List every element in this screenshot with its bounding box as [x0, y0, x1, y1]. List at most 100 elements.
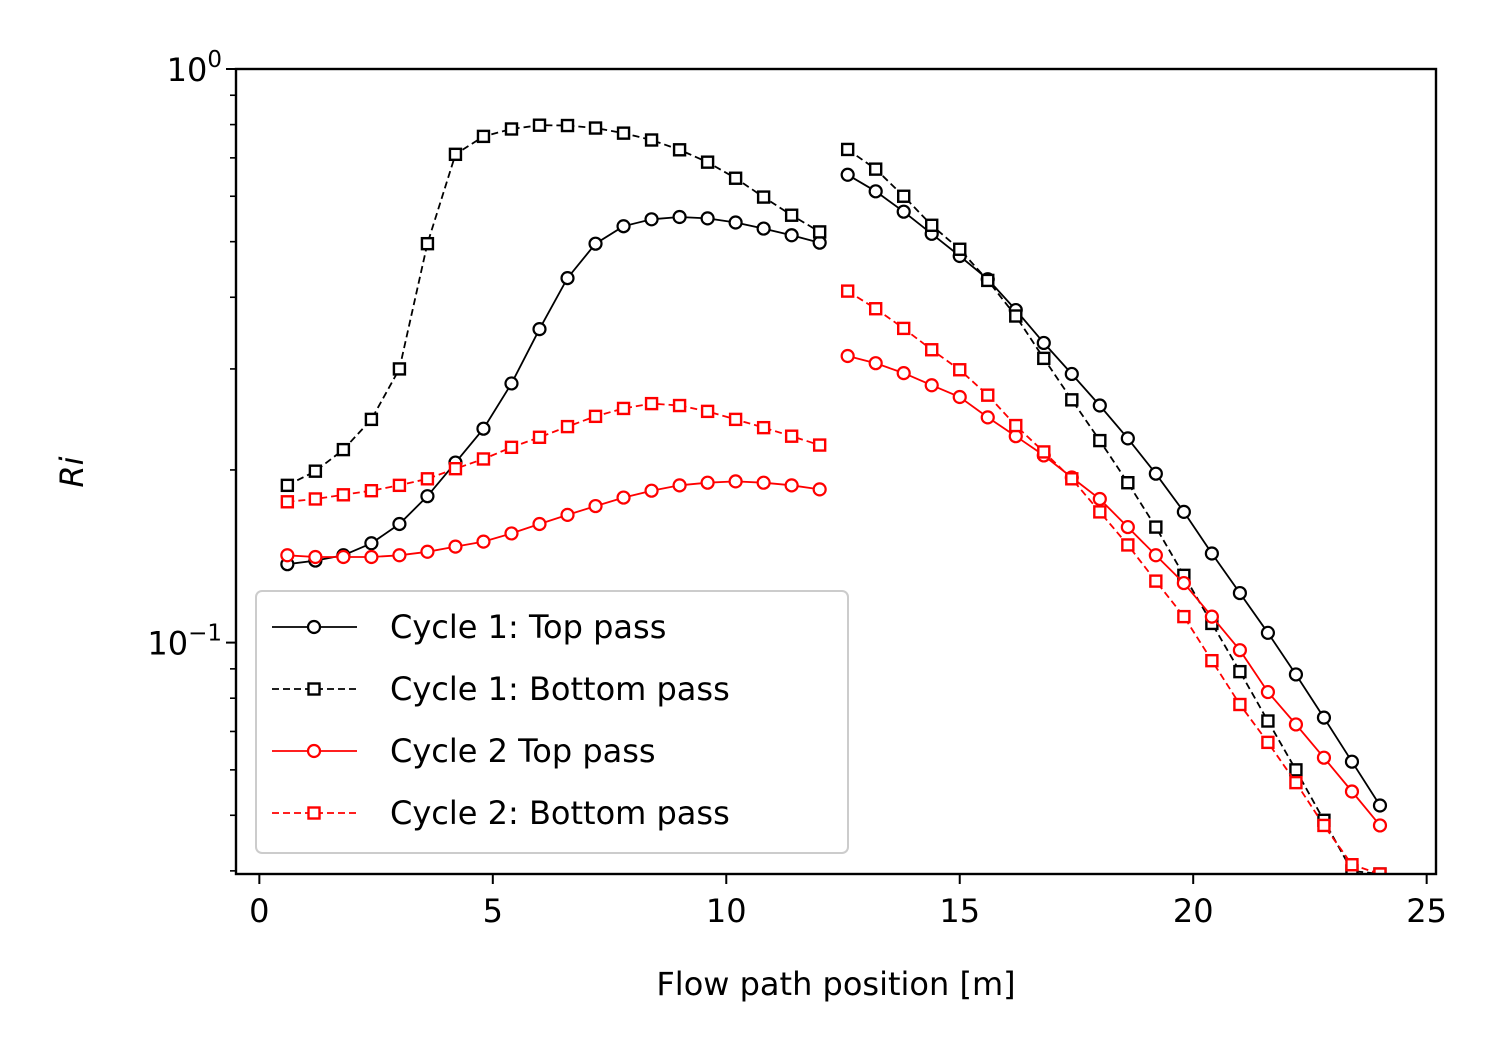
x-tick-label: 10: [706, 892, 747, 930]
data-point: [1176, 575, 1191, 591]
data-point: [728, 474, 743, 489]
data-point: [700, 404, 715, 419]
data-point: [1120, 519, 1135, 535]
series-4: [280, 284, 1387, 874]
legend-item: Cycle 2: Bottom pass: [272, 794, 730, 832]
data-point: [868, 302, 883, 316]
data-point: [392, 548, 407, 563]
data-point: [924, 378, 939, 393]
data-point: [364, 484, 379, 498]
data-point: [420, 236, 435, 251]
data-point: [1372, 798, 1388, 813]
series-line: [847, 148, 1381, 874]
data-point: [1149, 574, 1163, 588]
data-point: [1065, 472, 1079, 486]
data-point: [476, 452, 491, 466]
data-point: [588, 498, 603, 514]
data-point: [728, 412, 743, 427]
x-tick-label: 25: [1406, 892, 1447, 930]
legend-label: Cycle 2 Top pass: [390, 732, 656, 770]
data-point: [1037, 445, 1051, 459]
y-tick-exponent: 0: [207, 47, 222, 73]
data-point: [448, 147, 463, 162]
y-tick-label: 10−1: [147, 621, 222, 663]
data-point: [1233, 697, 1247, 712]
data-point: [728, 215, 743, 230]
data-point: [616, 490, 631, 505]
data-point: [1092, 491, 1107, 507]
data-point: [1009, 309, 1023, 323]
data-point: [560, 118, 575, 133]
data-point: [1261, 735, 1275, 750]
data-point: [840, 167, 855, 182]
data-point: [840, 284, 855, 298]
data-point: [1121, 476, 1135, 490]
data-point: [1036, 335, 1051, 351]
x-tick-label: 20: [1173, 892, 1214, 930]
legend-label: Cycle 2: Bottom pass: [390, 794, 730, 832]
data-point: [897, 189, 911, 203]
data-point: [672, 398, 687, 413]
x-axis: 0 5 10 15 20 25: [249, 874, 1447, 930]
data-point: [336, 488, 351, 502]
y-tick-label: 100: [167, 47, 222, 89]
data-point: [504, 526, 519, 541]
data-point: [448, 461, 463, 476]
plot-frame: [234, 67, 1438, 876]
data-point: [308, 464, 323, 478]
data-point: [308, 549, 323, 565]
data-point: [1148, 548, 1163, 563]
data-point: [616, 126, 631, 140]
data-point: [644, 483, 659, 498]
data-point: [1121, 538, 1135, 552]
data-point: [1345, 858, 1359, 872]
data-point: [1344, 754, 1360, 769]
data-point: [953, 363, 967, 377]
data-point: [392, 478, 407, 493]
data-point: [588, 409, 603, 424]
data-point: [476, 129, 491, 144]
data-point: [896, 366, 911, 381]
data-point: [532, 516, 547, 532]
legend-marker: [306, 619, 322, 635]
data-point: [728, 171, 743, 185]
data-point: [868, 162, 883, 176]
data-point: [588, 121, 603, 135]
legend-label: Cycle 1: Bottom pass: [390, 670, 730, 708]
data-point: [644, 133, 659, 147]
data-point: [756, 475, 771, 490]
data-point: [784, 228, 799, 243]
data-point: [336, 442, 351, 457]
data-point: [812, 482, 827, 497]
data-point: [1317, 818, 1331, 833]
data-point: [616, 219, 631, 234]
x-tick-label: 0: [249, 892, 269, 930]
x-axis-label: Flow path position [m]: [656, 965, 1015, 1003]
series-layer: [280, 118, 1388, 874]
x-tick-label: 5: [483, 892, 503, 930]
data-point: [925, 343, 939, 357]
data-point: [336, 549, 351, 565]
legend: Cycle 1: Top pass Cycle 1: Bottom pass Cyc…: [255, 590, 849, 854]
data-point: [700, 211, 715, 226]
data-point: [476, 421, 491, 436]
data-point: [756, 221, 771, 236]
data-point: [280, 478, 295, 493]
data-point: [420, 544, 435, 559]
data-point: [280, 495, 295, 509]
data-point: [532, 118, 547, 132]
y-axis: 10−1 100: [147, 47, 236, 872]
data-point: [925, 218, 939, 232]
data-point: [1092, 398, 1107, 413]
data-point: [420, 472, 435, 486]
data-point: [504, 376, 519, 391]
data-point: [560, 507, 575, 522]
data-point: [644, 212, 659, 227]
data-point: [560, 419, 575, 434]
data-point: [812, 438, 827, 452]
data-point: [953, 242, 967, 256]
data-point: [364, 549, 379, 565]
data-point: [392, 516, 407, 532]
data-point: [897, 321, 911, 336]
data-point: [1205, 653, 1219, 668]
